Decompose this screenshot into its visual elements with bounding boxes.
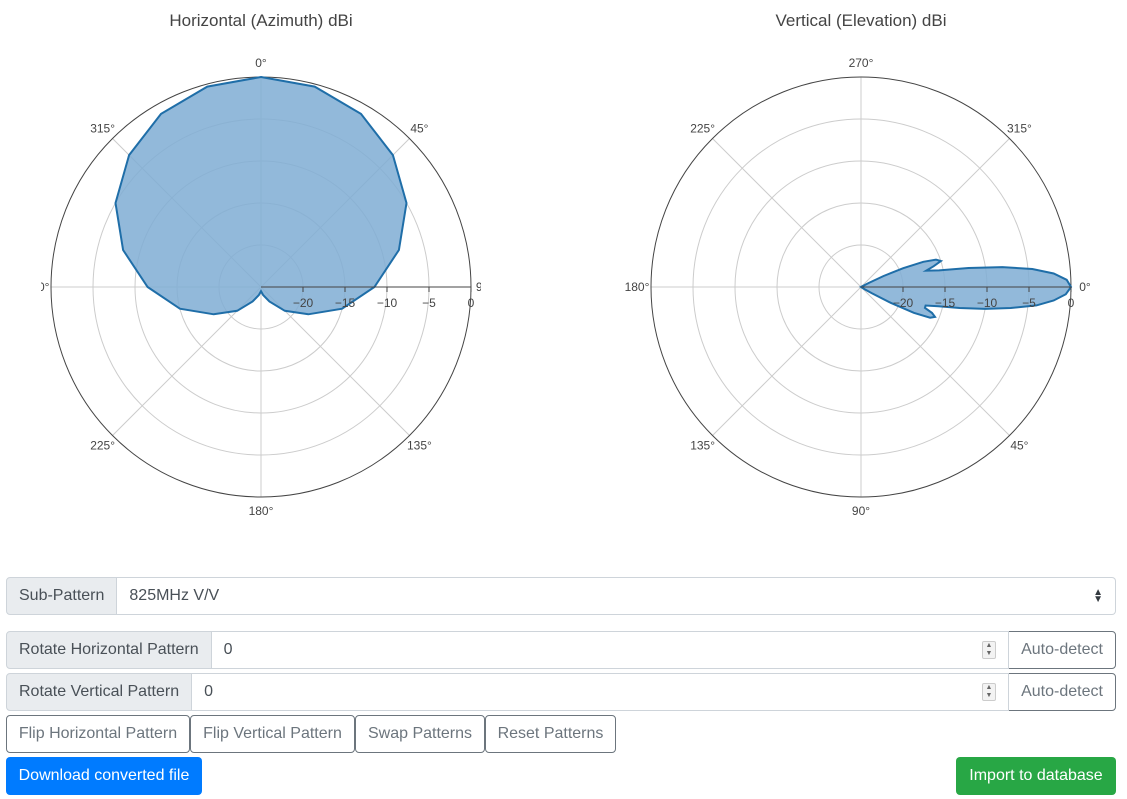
- sub-pattern-value: 825MHz V/V: [129, 587, 220, 604]
- grid-spoke: [860, 138, 1010, 288]
- swap-patterns-button[interactable]: Swap Patterns: [355, 715, 485, 753]
- vertical-chart-title: Vertical (Elevation) dBi: [775, 11, 947, 30]
- angle-label: 315°: [1007, 122, 1032, 136]
- rotate-horizontal-group: Rotate Horizontal Pattern 0 ▲ ▼ Auto-dete…: [6, 631, 1116, 669]
- grid-spoke: [712, 138, 862, 288]
- radial-tick-label: −5: [422, 296, 436, 310]
- angle-label: 90°: [852, 504, 870, 518]
- pattern-shape: [858, 258, 1073, 319]
- download-button[interactable]: Download converted file: [6, 757, 202, 795]
- rotate-horizontal-value: 0: [223, 641, 233, 658]
- rotate-vertical-label: Rotate Vertical Pattern: [6, 673, 193, 711]
- horizontal-polar-chart: −20 −15 −10 −5 0 0° 45° 90° 135° 180° 225° 270° 315°: [41, 56, 481, 518]
- angle-label: 0°: [255, 56, 267, 70]
- radial-tick-label: −20: [293, 296, 314, 310]
- angle-label: 225°: [90, 438, 115, 452]
- angle-label: 180°: [249, 504, 274, 518]
- radial-tick-label: −10: [977, 296, 998, 310]
- rotate-vertical-group: Rotate Vertical Pattern 0 ▲ ▼ Auto-detect: [6, 673, 1116, 711]
- auto-detect-horizontal-button[interactable]: Auto-detect: [1008, 631, 1116, 669]
- flip-horizontal-button[interactable]: Flip Horizontal Pattern: [6, 715, 190, 753]
- angle-label: 45°: [410, 122, 428, 136]
- angle-label: 180°: [625, 280, 650, 294]
- angle-label: 135°: [407, 438, 432, 452]
- rotate-horizontal-input[interactable]: 0 ▲ ▼: [211, 631, 1009, 669]
- sub-pattern-label: Sub-Pattern: [6, 577, 118, 615]
- radial-tick-label: −15: [335, 296, 356, 310]
- angle-label: 315°: [90, 122, 115, 136]
- angle-label: 45°: [1010, 438, 1028, 452]
- grid-spoke: [860, 286, 1010, 436]
- spinner-icon[interactable]: ▲ ▼: [982, 683, 996, 701]
- sub-pattern-select[interactable]: 825MHz V/V ▲ ▼: [117, 577, 1116, 615]
- radial-tick-label: −20: [893, 296, 914, 310]
- select-arrows-icon: ▲ ▼: [1093, 587, 1103, 605]
- angle-label: 135°: [690, 438, 715, 452]
- import-button[interactable]: Import to database: [956, 757, 1116, 795]
- auto-detect-vertical-button[interactable]: Auto-detect: [1008, 673, 1116, 711]
- reset-patterns-button[interactable]: Reset Patterns: [485, 715, 616, 753]
- rotate-vertical-input[interactable]: 0 ▲ ▼: [192, 673, 1009, 711]
- angle-label: 270°: [41, 280, 50, 294]
- rotate-horizontal-label: Rotate Horizontal Pattern: [6, 631, 212, 669]
- flip-vertical-button[interactable]: Flip Vertical Pattern: [190, 715, 355, 753]
- angle-label: 225°: [690, 122, 715, 136]
- radial-tick-label: −5: [1022, 296, 1036, 310]
- radial-tick-label: 0: [468, 296, 475, 310]
- radial-tick-label: 0: [1068, 296, 1075, 310]
- sub-pattern-group: Sub-Pattern 825MHz V/V ▲ ▼: [6, 577, 1116, 615]
- grid-spoke: [712, 286, 862, 436]
- angle-label: 270°: [849, 56, 874, 70]
- vertical-polar-chart: −20 −15 −10 −5 0 0° 45° 90° 135° 180° 225° 270° 315°: [625, 56, 1091, 518]
- radial-tick-label: −10: [377, 296, 398, 310]
- radial-tick-label: −15: [935, 296, 956, 310]
- spinner-icon[interactable]: ▲ ▼: [982, 641, 996, 659]
- horizontal-chart-title: Horizontal (Azimuth) dBi: [169, 11, 353, 30]
- angle-label: 0°: [1079, 280, 1091, 294]
- angle-label: 90°: [476, 280, 481, 294]
- rotate-vertical-value: 0: [204, 683, 213, 700]
- pattern-shape: [114, 75, 408, 316]
